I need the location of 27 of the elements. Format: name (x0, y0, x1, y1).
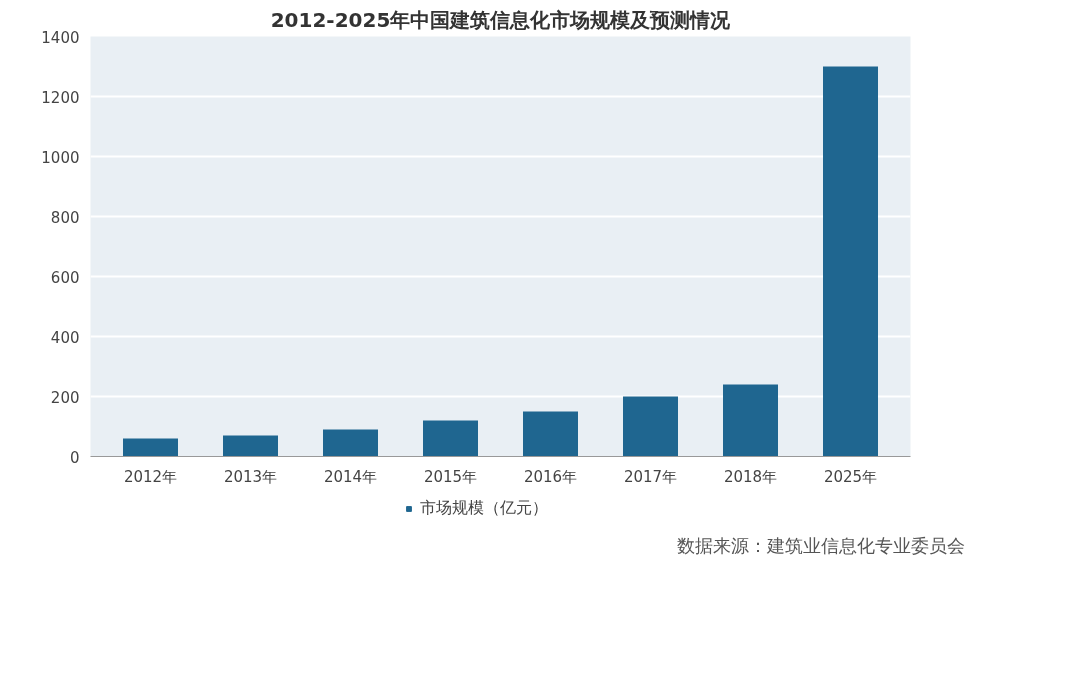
bar (323, 429, 378, 457)
y-tick-label: 800 (50, 208, 80, 227)
legend-label: 市场规模（亿元） (419, 497, 548, 519)
x-tick-label: 2025年 (823, 467, 878, 486)
x-tick-label: 2018年 (723, 467, 778, 486)
y-tick-label: 600 (50, 268, 80, 287)
bar (823, 66, 878, 457)
y-tick-label: 400 (50, 328, 80, 347)
chart-title: 2012-2025年中国建筑信息化市场规模及预测情况 (270, 7, 732, 32)
y-tick-label: 1400 (41, 28, 80, 47)
x-tick-label: 2016年 (523, 467, 578, 486)
x-tick-label: 2014年 (323, 467, 378, 486)
bar (523, 411, 578, 457)
bar (223, 435, 278, 457)
x-tick-label: 2013年 (223, 467, 278, 486)
bar (723, 384, 778, 457)
source-note: 数据来源：建筑业信息化专业委员会 (677, 534, 965, 558)
y-tick-label: 0 (69, 448, 80, 467)
x-tick-label: 2012年 (123, 467, 178, 486)
bar (123, 438, 178, 457)
y-tick-label: 200 (50, 388, 80, 407)
bar (623, 396, 678, 457)
bar (423, 420, 478, 457)
y-tick-label: 1000 (41, 148, 80, 167)
x-tick-label: 2017年 (623, 467, 678, 486)
y-tick-label: 1200 (41, 88, 80, 107)
x-tick-label: 2015年 (423, 467, 478, 486)
